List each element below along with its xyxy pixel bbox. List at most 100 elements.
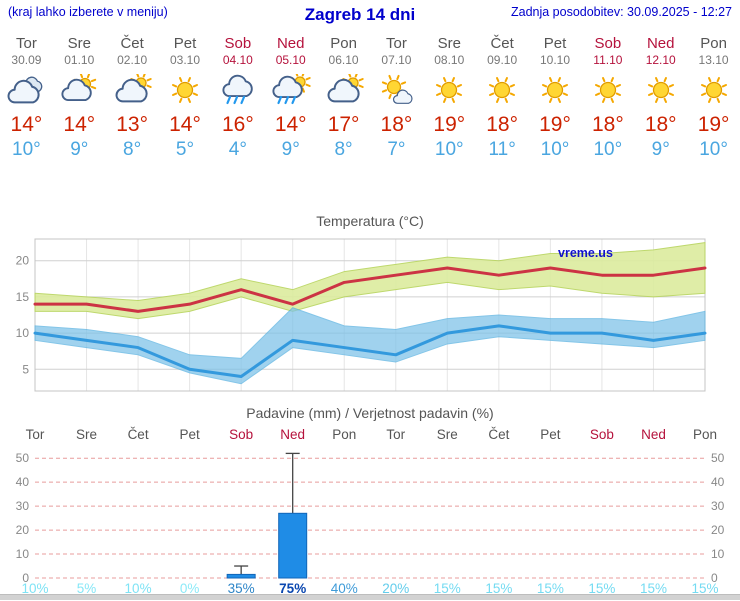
precip-day-label: Ned — [641, 427, 666, 442]
horizontal-scrollbar[interactable] — [0, 594, 740, 600]
y-axis-tick-label-right: 0 — [711, 571, 718, 585]
precip-probability: 15% — [691, 581, 718, 596]
day-date: 03.10 — [169, 53, 200, 67]
day-date: 08.10 — [434, 53, 465, 67]
day-column: Pet 03.10 14° 5° — [159, 35, 212, 161]
precipitation-chart-title: Padavine (mm) / Verjetnost padavin (%) — [246, 405, 494, 421]
day-date: 04.10 — [222, 53, 253, 67]
precip-probability: 15% — [588, 581, 615, 596]
day-column: Sob 11.10 18° 10° — [581, 35, 634, 161]
y-axis-tick-label-right: 30 — [711, 499, 725, 513]
precip-bar — [278, 512, 308, 579]
rain-icon — [211, 72, 264, 108]
day-column: Sre 01.10 14° 9° — [53, 35, 106, 161]
y-axis-tick-label-left: 0 — [22, 571, 29, 585]
sunny-icon — [529, 72, 582, 108]
day-high-temp: 18° — [591, 113, 624, 136]
y-axis-tick-label-right: 50 — [711, 451, 725, 465]
day-name: Sob — [594, 35, 622, 52]
day-date: 02.10 — [117, 53, 148, 67]
day-low-temp: 10° — [593, 139, 623, 160]
y-axis-tick-label-left: 30 — [16, 499, 30, 513]
header: (kraj lahko izberete v meniju) Zagreb 14… — [0, 0, 740, 25]
forecast-days-row: Tor 30.09 14° 10° Sre 01.10 14° 9° Čet 02.10 13° 8°… — [0, 35, 740, 161]
day-date: 06.10 — [328, 53, 359, 67]
day-name: Sob — [224, 35, 252, 52]
precip-day-label: Pon — [693, 427, 717, 442]
temperature-chart: 5 10 15 20 vreme.us — [16, 238, 707, 392]
sunny-icon — [634, 72, 687, 108]
day-column: Pon 06.10 17° 8° — [317, 35, 370, 161]
min-temp-range-band — [34, 307, 706, 385]
precip-probability: 15% — [537, 581, 564, 596]
precip-day-label: Tor — [26, 427, 45, 442]
day-column: Ned 12.10 18° 9° — [634, 35, 687, 161]
day-high-temp: 19° — [539, 113, 571, 136]
day-name: Ned — [646, 35, 675, 52]
y-axis-tick-label: 5 — [22, 362, 29, 376]
day-date: 11.10 — [593, 53, 623, 67]
day-high-temp: 19° — [433, 113, 466, 136]
sunny-icon — [687, 72, 740, 108]
precip-probability: 15% — [640, 581, 667, 596]
day-column: Tor 30.09 14° 10° — [0, 35, 53, 161]
precip-bar — [226, 573, 256, 579]
day-name: Čet — [120, 35, 144, 52]
location-menu-hint: (kraj lahko izberete v meniju) — [8, 5, 168, 19]
day-name: Ned — [276, 35, 305, 52]
page-title: Zagreb 14 dni — [304, 5, 416, 24]
cloudy-icon — [0, 72, 53, 108]
mostly-cloudy-icon — [317, 72, 370, 108]
y-axis-tick-label: 10 — [16, 326, 30, 340]
day-low-temp: 9° — [281, 139, 300, 160]
day-column: Ned 05.10 14° 9° — [264, 35, 317, 161]
day-name: Pon — [700, 35, 727, 52]
day-low-temp: 8° — [334, 139, 353, 160]
max-temperature-line — [33, 266, 707, 313]
precip-probability: 75% — [279, 581, 306, 596]
day-date: 12.10 — [645, 53, 676, 67]
day-column: Tor 07.10 18° 7° — [370, 35, 423, 161]
y-axis-tick-label-right: 10 — [711, 547, 725, 561]
sunny-icon — [581, 72, 634, 108]
precip-probability: 0% — [180, 581, 200, 596]
day-low-temp: 10° — [540, 139, 570, 160]
day-date: 01.10 — [64, 53, 95, 67]
precip-day-label: Sre — [76, 427, 97, 442]
day-name: Pet — [543, 35, 567, 52]
precip-day-label: Čet — [488, 427, 509, 442]
precip-day-label: Ned — [280, 427, 305, 442]
precipitation-chart: Tor Sre Čet Pet Sob Ned Pon Tor Sre Čet Pet Sob Ned P… — [16, 427, 725, 596]
day-column: Čet 02.10 13° 8° — [106, 35, 159, 161]
precip-probability: 40% — [331, 581, 358, 596]
mostly-sunny-icon — [370, 72, 423, 108]
precip-probability: 10% — [21, 581, 48, 596]
day-column: Sre 08.10 19° 10° — [423, 35, 476, 161]
precip-probability: 35% — [228, 581, 255, 596]
sunny-icon — [423, 72, 476, 108]
day-high-temp: 18° — [380, 113, 413, 136]
day-date: 05.10 — [275, 53, 306, 67]
day-high-temp: 18° — [644, 113, 677, 136]
day-high-temp: 14° — [169, 113, 201, 136]
y-axis-tick-label-right: 40 — [711, 475, 725, 489]
y-axis-tick-label-left: 50 — [16, 451, 30, 465]
precip-day-label: Sob — [590, 427, 614, 442]
sunny-icon — [159, 72, 212, 108]
day-date: 30.09 — [11, 53, 42, 67]
day-name: Čet — [490, 35, 514, 52]
partly-cloudy-icon — [53, 72, 106, 108]
y-axis-tick-label-left: 20 — [16, 523, 30, 537]
y-axis-tick-label-left: 40 — [16, 475, 30, 489]
mostly-cloudy-icon — [106, 72, 159, 108]
precip-day-label: Pet — [179, 427, 200, 442]
precip-day-label: Pet — [540, 427, 561, 442]
precip-day-label: Čet — [128, 427, 149, 442]
day-high-temp: 14° — [63, 113, 96, 136]
min-temperature-line — [33, 324, 707, 379]
precip-probability: 5% — [77, 581, 97, 596]
showers-icon — [264, 72, 317, 108]
watermark: vreme.us — [558, 246, 613, 260]
sunny-icon — [476, 72, 529, 108]
